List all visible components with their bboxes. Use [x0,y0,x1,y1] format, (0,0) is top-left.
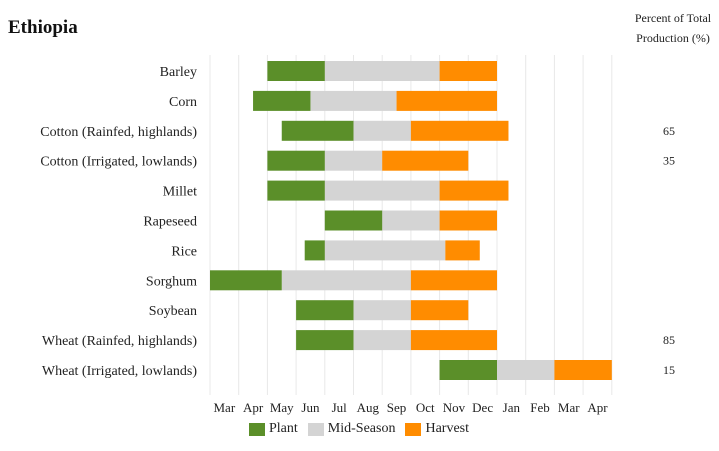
legend-item-plant: Plant [249,421,298,437]
crop-label: Rice [171,244,197,259]
x-tick-label: Jul [332,400,348,415]
x-tick-label: Aug [357,400,380,415]
plant-bar [304,240,325,261]
mid-season-bar [353,300,411,321]
x-tick-label: Sep [387,400,407,415]
x-tick-label: Jan [503,400,521,415]
legend-swatch-plant [249,422,265,436]
mid-season-bar [353,330,411,351]
crop-label: Corn [169,95,197,110]
x-tick-label: May [270,400,294,415]
harvest-bar [410,330,497,351]
crop-label: Wheat (Irrigated, lowlands) [42,364,197,379]
plant-bar [267,180,325,201]
legend-item-harvest: Harvest [405,421,469,437]
plant-bar [267,150,325,171]
percent-header-line-1: Percent of Total [634,11,712,25]
harvest-bar [410,120,509,141]
plant-bar [439,360,497,380]
harvest-bar [439,180,509,201]
harvest-bar [382,150,469,171]
mid-season-bar [310,90,397,111]
crop-label: Rapeseed [143,215,197,230]
crop-label: Wheat (Rainfed, highlands) [42,334,197,349]
crop-label: Cotton (Irrigated, lowlands) [40,155,197,170]
mid-season-bar [353,120,411,141]
mid-season-bar [382,210,440,231]
plant-bar [253,90,311,111]
crop-label: Cotton (Rainfed, highlands) [40,125,197,140]
mid-season-bar [324,240,446,261]
harvest-bar [396,90,497,111]
harvest-bar [439,210,497,231]
legend-swatch-harvest [405,422,422,436]
mid-season-bar [324,61,440,81]
percent-value: 15 [663,363,675,377]
percent-header-line-2: Production (%) [636,31,710,45]
x-tick-label: Feb [530,400,550,415]
legend-swatch-mid-season [307,422,324,436]
x-tick-label: Apr [587,400,608,415]
mid-season-bar [281,270,411,291]
percent-value: 35 [663,154,675,168]
crop-label: Millet [163,185,197,200]
legend-label-plant: Plant [269,421,298,436]
mid-season-bar [497,360,555,380]
x-tick-label: Dec [472,400,493,415]
plant-bar [267,61,325,81]
percent-value: 65 [663,124,675,138]
plant-bar [296,300,354,321]
crop-label: Sorghum [146,274,197,289]
percent-value: 85 [663,333,675,347]
x-tick-label: Mar [558,400,580,415]
x-tick-label: Nov [443,400,466,415]
plant-bar [281,120,354,141]
crop-label: Soybean [149,304,197,319]
harvest-bar [410,300,469,321]
x-tick-label: Jun [301,400,320,415]
plant-bar [210,270,282,291]
mid-season-bar [324,150,383,171]
chart-title: Ethiopia [8,17,78,38]
harvest-bar [410,270,497,291]
x-tick-label: Apr [243,400,264,415]
harvest-bar [554,360,612,380]
plant-bar [296,330,354,351]
legend-label-harvest: Harvest [425,421,469,436]
harvest-bar [445,240,480,261]
crop-label: Barley [160,65,197,80]
x-tick-label: Mar [214,400,236,415]
chart-legend: Plant Mid-Season Harvest [249,421,479,437]
legend-label-mid-season: Mid-Season [327,421,396,436]
mid-season-bar [324,180,440,201]
plant-bar [324,210,383,231]
harvest-bar [439,61,497,81]
x-tick-label: Oct [416,400,435,415]
legend-item-mid-season: Mid-Season [307,421,396,437]
